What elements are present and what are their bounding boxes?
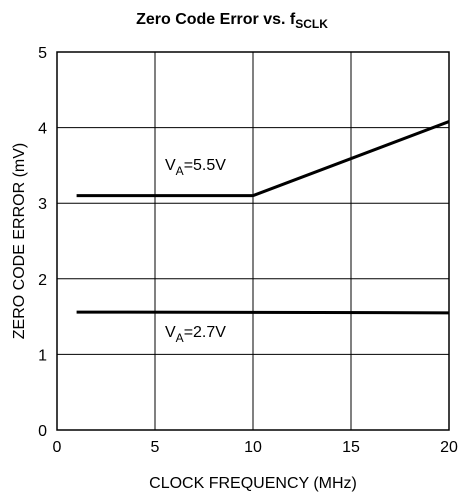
x-tick-label: 15 [342,439,360,456]
y-tick-label: 0 [38,423,47,440]
series-label: VA=5.5V [165,157,226,178]
label-text: V [165,324,176,341]
y-tick-label: 4 [38,121,47,138]
label-text: V [165,157,176,174]
series-label: VA=2.7V [165,324,226,345]
plot-frame [56,51,450,431]
x-tick-label: 0 [53,439,62,456]
title-subscript: SCLK [295,17,328,31]
data-line [76,310,450,315]
label-subscript: A [176,331,184,345]
y-tick-label: 3 [38,196,47,213]
y-tick-label: 1 [38,347,47,364]
label-rest: =2.7V [184,324,227,341]
x-tick-label: 10 [244,439,262,456]
chart-title: Zero Code Error vs. fSCLK [136,11,328,31]
x-tick-label: 20 [440,439,458,456]
title-text: Zero Code Error vs. f [136,11,296,28]
y-tick-label: 5 [38,45,47,62]
x-tick-label: 5 [151,439,160,456]
label-subscript: A [176,164,184,178]
x-axis-label: CLOCK FREQUENCY (MHz) [149,475,357,492]
y-axis-label: ZERO CODE ERROR (mV) [11,143,28,339]
label-rest: =5.5V [184,157,227,174]
data-line [76,120,450,198]
y-tick-label: 2 [38,272,47,289]
